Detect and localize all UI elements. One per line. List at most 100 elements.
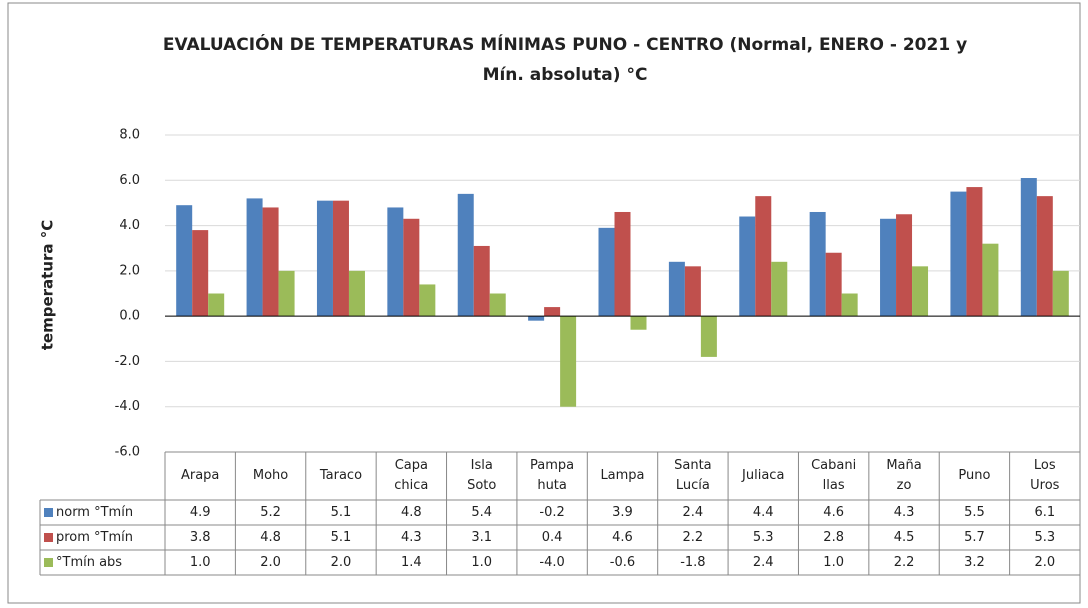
legend-entry: norm °Tmín (40, 500, 165, 525)
table-value-text: 2.2 (682, 529, 704, 545)
table-value-text: 1.0 (189, 554, 211, 570)
legend-swatch (44, 558, 53, 567)
x-tick-label: Lampa (587, 452, 657, 500)
table-value-text: -1.8 (680, 554, 706, 570)
x-tick-label: Los Uros (1010, 452, 1080, 500)
table-value: 2.2 (658, 525, 728, 550)
bar (841, 293, 858, 317)
bar (419, 284, 436, 317)
table-value-text: 1.0 (471, 554, 493, 570)
table-value: 5.1 (306, 500, 376, 525)
table-value-text: 2.0 (1034, 554, 1056, 570)
x-tick-label-text: Arapa (180, 468, 220, 483)
table-value: 2.4 (658, 500, 728, 525)
legend-swatch (44, 508, 53, 517)
table-value: 2.8 (798, 525, 868, 550)
table-value-text: 3.1 (471, 529, 493, 545)
x-tick-label-text: Los Uros (1030, 458, 1060, 493)
x-tick-label-text: Juliaca (742, 468, 785, 483)
table-value-text: 2.0 (330, 554, 352, 570)
bar (614, 211, 631, 317)
y-tick-label: 2.0 (119, 263, 140, 278)
table-value-text: 2.4 (682, 504, 704, 520)
x-tick-label-text: Pampa huta (530, 458, 575, 493)
x-tick-label: Moho (235, 452, 305, 500)
table-value-text: 2.8 (823, 529, 844, 545)
legend-entry: prom °Tmín (40, 525, 165, 550)
table-value: -4.0 (517, 550, 587, 575)
bar (262, 207, 279, 317)
x-tick-label: Isla Soto (447, 452, 517, 500)
bar (403, 218, 420, 317)
x-tick-label: Arapa (165, 452, 235, 500)
table-value: 5.1 (306, 525, 376, 550)
table-value: 2.0 (235, 550, 305, 575)
table-value-text: 5.7 (964, 529, 985, 545)
bar (387, 207, 404, 317)
bar (950, 191, 967, 317)
table-value-text: 6.1 (1034, 504, 1056, 520)
table-value: 2.4 (728, 550, 798, 575)
chart-title: EVALUACIÓN DE TEMPERATURAS MÍNIMAS PUNO … (163, 33, 967, 55)
bar (457, 193, 474, 317)
x-tick-label: Puno (939, 452, 1009, 500)
bar (684, 266, 701, 317)
bar (489, 293, 506, 317)
y-tick-label: -4.0 (115, 399, 140, 414)
bar (316, 200, 333, 317)
table-value-text: -4.0 (539, 554, 565, 570)
x-tick-label-text: Capa chica (394, 458, 429, 493)
bar (192, 230, 209, 317)
bar (176, 205, 193, 317)
x-tick-label: Juliaca (728, 452, 798, 500)
x-tick-label-text: Moho (252, 468, 289, 483)
table-value: 5.7 (939, 525, 1009, 550)
table-value: 3.9 (587, 500, 657, 525)
table-value: 2.2 (869, 550, 939, 575)
table-value: 4.8 (376, 500, 446, 525)
chart-subtitle: Mín. absoluta) °C (483, 65, 648, 85)
y-tick-label: 0.0 (119, 309, 140, 324)
x-tick-label-text: Santa Lucía (674, 458, 712, 493)
x-tick-label: Capa chica (376, 452, 446, 500)
y-tick-label: 8.0 (119, 128, 140, 143)
legend-entry: °Tmín abs (40, 550, 165, 575)
table-value: 4.3 (869, 500, 939, 525)
table-value: 3.8 (165, 525, 235, 550)
table-value: 4.6 (798, 500, 868, 525)
table-value: 5.2 (235, 500, 305, 525)
y-tick-label: -6.0 (115, 445, 140, 460)
x-tick-label-text: Cabani llas (811, 458, 857, 493)
bar (809, 211, 826, 317)
table-value: 4.9 (165, 500, 235, 525)
legend-label: norm °Tmín (56, 504, 134, 520)
bar (739, 216, 756, 317)
table-value: 1.4 (376, 550, 446, 575)
table-value: 5.3 (1010, 525, 1080, 550)
table-value-text: 5.3 (752, 529, 774, 545)
table-value: 6.1 (1010, 500, 1080, 525)
bar (348, 270, 365, 317)
bar (473, 245, 490, 317)
table-value: 4.6 (587, 525, 657, 550)
table-value-text: 3.8 (189, 529, 211, 545)
table-value-text: 3.9 (612, 504, 633, 520)
legend-label: °Tmín abs (56, 554, 123, 570)
x-tick-label-text: Isla Soto (467, 458, 497, 493)
x-tick-label: Maña zo (869, 452, 939, 500)
table-value: 4.3 (376, 525, 446, 550)
table-value: 1.0 (798, 550, 868, 575)
bar (560, 316, 577, 407)
table-value: -0.2 (517, 500, 587, 525)
table-value: 5.3 (728, 525, 798, 550)
table-value: 1.0 (165, 550, 235, 575)
bar (208, 293, 225, 317)
table-value-text: 5.1 (330, 504, 352, 520)
y-tick-label: 6.0 (119, 173, 140, 188)
table-value: 4.8 (235, 525, 305, 550)
table-value: 1.0 (447, 550, 517, 575)
table-value: 2.0 (306, 550, 376, 575)
table-value-text: 2.0 (260, 554, 281, 570)
y-axis-label: temperatura °C (39, 220, 57, 351)
